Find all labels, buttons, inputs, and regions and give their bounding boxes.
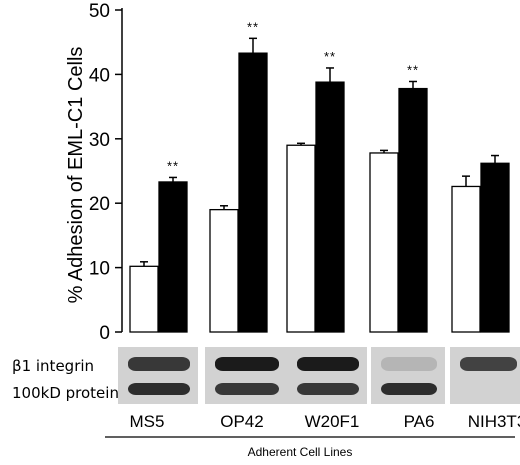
y-tick-label: 10 [89,259,110,280]
significance-marker: ** [324,49,336,64]
blot-panel-nih3t3 [450,347,520,404]
bar-pa6-filled [398,87,428,333]
significance-marker: ** [167,158,179,173]
category-label-nih3t3: NIH3T3 [467,412,520,431]
blot-label-100kd: 100kD protein [12,384,119,402]
bar-op42-open [209,208,239,333]
band-beta1-integrin [215,357,279,371]
band-beta1-integrin [128,357,190,371]
bar-op42-filled [238,52,268,333]
bar-w20f1-filled [315,81,345,333]
band-beta1-integrin [297,357,359,371]
significance-marker: ** [407,62,419,77]
bar-ms5-open [129,265,159,333]
bar-nih3t3-filled [480,162,510,333]
band-beta1-integrin [381,357,437,371]
category-label-w20f1: W20F1 [304,412,360,431]
blot-label-beta1: β1 integrin [12,357,95,375]
band-beta1-integrin [460,357,517,371]
y-tick-label: 20 [89,194,110,215]
band-100kd-protein [297,383,359,395]
blot-panel-w20f1 [287,347,367,404]
category-label-pa6: PA6 [403,412,435,431]
significance-marker: ** [247,19,259,34]
y-tick-label: 30 [89,130,110,151]
bar-chart: 0 10 20 30 40 50 % Adhesion of EML-C1 Cells ** *… [65,1,510,344]
category-label-op42: OP42 [220,412,264,431]
y-tick-label: 0 [99,323,110,344]
blot-panel-ms5 [118,347,198,404]
band-100kd-protein [381,383,437,395]
y-axis-label: % Adhesion of EML-C1 Cells [65,47,87,304]
y-tick-label: 40 [89,65,110,86]
band-100kd-protein [215,383,279,395]
bar-ms5-filled [158,181,188,333]
band-100kd-protein [128,383,190,395]
category-label-ms5: MS5 [129,412,165,431]
blot-panel-pa6 [371,347,445,404]
bar-w20f1-open [286,144,316,333]
bar-pa6-open [369,152,399,333]
x-axis-label: Adherent Cell Lines [247,445,353,459]
y-tick-label: 50 [89,1,110,22]
bar-nih3t3-open [451,185,481,333]
blot-panel-op42 [205,347,287,404]
